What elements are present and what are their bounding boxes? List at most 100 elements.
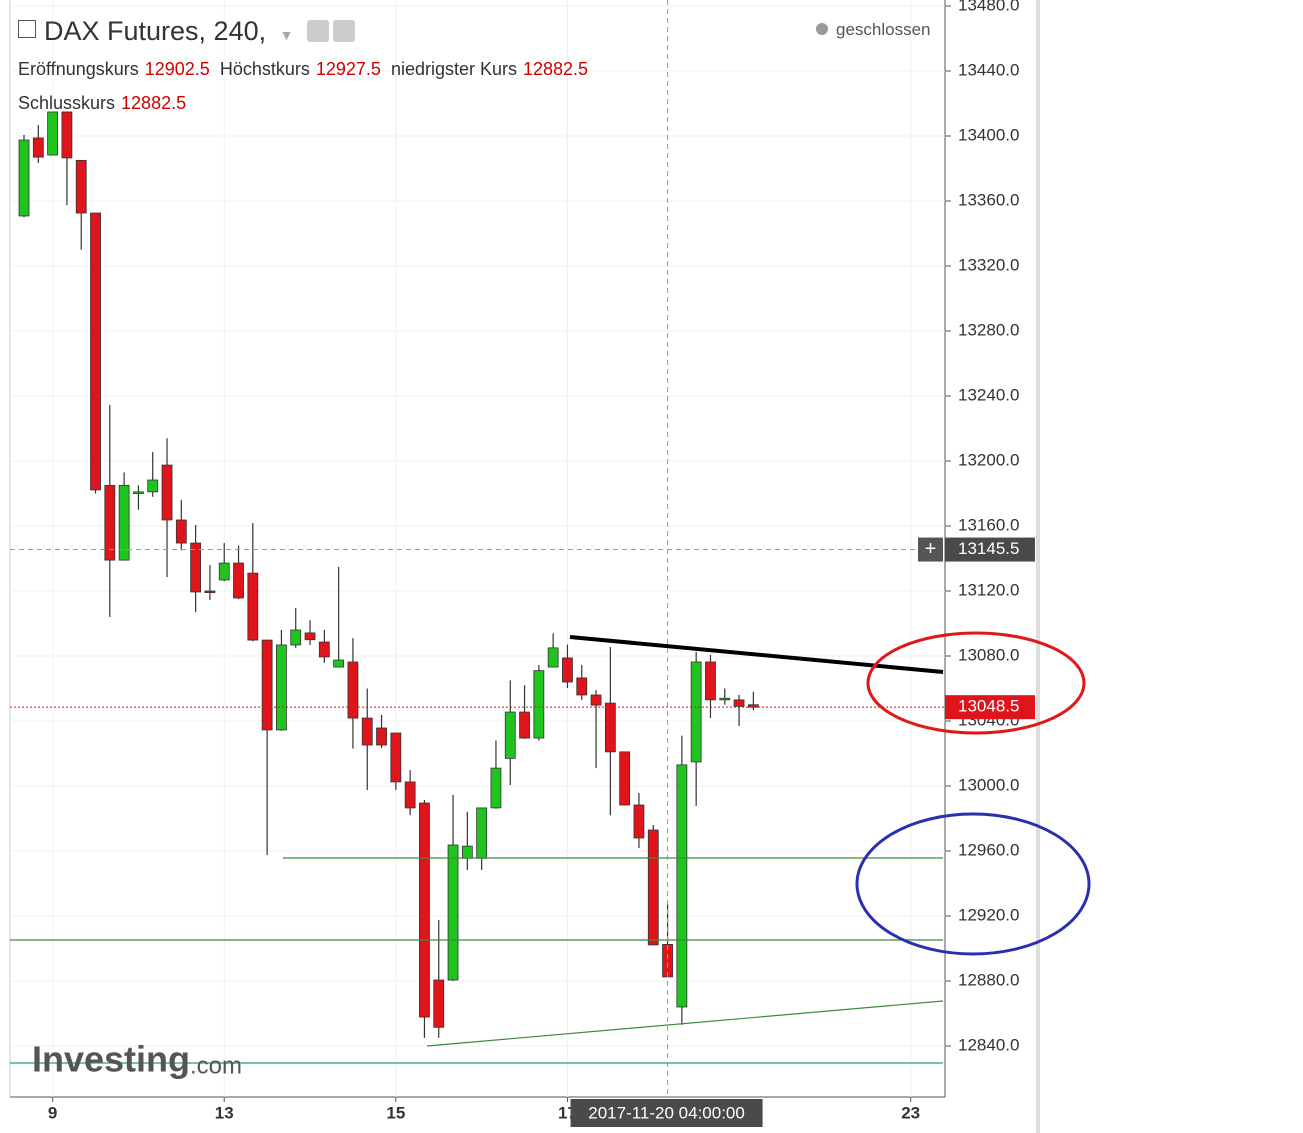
header: DAX Futures, 240, ▼ — [18, 14, 598, 52]
candle-body — [361, 717, 373, 746]
crosshair-price-label: 13145.5 — [958, 539, 1019, 558]
candle-body — [461, 845, 473, 859]
y-tick-label: 13200.0 — [958, 450, 1019, 469]
candle-body — [690, 661, 702, 763]
y-tick-label: 12960.0 — [958, 840, 1019, 859]
candle-body — [233, 562, 244, 599]
candle-body — [333, 659, 345, 668]
y-tick-label: 13160.0 — [958, 515, 1019, 534]
candle-body — [47, 111, 59, 156]
trend-line — [426, 1000, 944, 1047]
crosshair-time-label: 2017-11-20 04:00:00 — [588, 1103, 745, 1122]
candle-body — [161, 464, 173, 521]
candle-body — [419, 802, 430, 1018]
y-tick-label: 13120.0 — [958, 580, 1019, 599]
ohlc-value: 12902.5 — [144, 59, 210, 79]
candle-body — [476, 807, 488, 859]
market-status: geschlossen — [816, 20, 931, 40]
candle-body — [218, 562, 230, 581]
candle-body — [104, 484, 116, 561]
candle-body — [75, 159, 87, 214]
y-tick-label: 13280.0 — [958, 320, 1019, 339]
legend: DAX Futures, 240, ▼ Eröffnungskurs 12902.… — [18, 14, 598, 120]
candle-body — [547, 647, 559, 668]
candle-body — [404, 781, 416, 809]
candle-body — [633, 804, 645, 839]
status-dot — [816, 23, 828, 35]
ohlc-label: niedrigster Kurs — [390, 59, 517, 79]
candle-body — [133, 491, 144, 494]
candle-body — [247, 572, 259, 641]
candle-body — [390, 732, 402, 783]
y-tick-label: 13240.0 — [958, 385, 1019, 404]
ohlc-label: Höchstkurs — [219, 59, 310, 79]
candle-body — [647, 829, 659, 946]
candle-body — [204, 590, 216, 594]
y-tick-label: 13360.0 — [958, 190, 1019, 209]
candle-body — [604, 702, 616, 753]
menu-arrow[interactable]: ▼ — [279, 27, 294, 43]
y-tick-label: 12840.0 — [958, 1035, 1019, 1054]
candle-body — [590, 694, 602, 706]
y-tick-label: 13320.0 — [958, 255, 1019, 274]
x-tick-label: 23 — [901, 1103, 920, 1122]
highlight-ellipse — [855, 812, 1091, 956]
candle-body — [490, 767, 502, 809]
candle-body — [747, 704, 759, 708]
brand-logo: Investing — [32, 1039, 190, 1080]
candle-body — [118, 484, 130, 561]
candle-body — [533, 670, 545, 739]
candle-body — [619, 751, 631, 806]
brand-logo: .com — [190, 1052, 242, 1079]
candle-body — [347, 661, 359, 719]
last-price-label: 13048.5 — [958, 697, 1019, 716]
candle-body — [190, 542, 202, 593]
highlight-ellipse — [866, 631, 1086, 735]
trend-line — [569, 635, 944, 674]
candle-body — [32, 137, 44, 158]
ohlc-value: 12882.5 — [523, 59, 589, 79]
crosshair-time-box — [570, 1099, 763, 1127]
candle-body — [147, 479, 159, 493]
x-tick-label: 15 — [386, 1103, 405, 1122]
candle-body — [676, 764, 688, 1008]
y-tick-label: 12880.0 — [958, 970, 1019, 989]
candle-body — [304, 632, 316, 641]
candle-body — [318, 641, 330, 658]
x-tick-label: 9 — [48, 1103, 57, 1122]
y-tick-label: 13080.0 — [958, 645, 1019, 664]
y-tick-label: 12920.0 — [958, 905, 1019, 924]
chart-title: DAX Futures, 240, — [44, 16, 267, 46]
y-tick-label: 13400.0 — [958, 125, 1019, 144]
price-axis — [945, 0, 1035, 1133]
candle-body — [733, 699, 745, 707]
drawings — [10, 631, 1091, 1064]
candle-body — [447, 844, 459, 981]
candle-body — [276, 644, 287, 731]
settings-button[interactable] — [333, 20, 356, 42]
crosshair-add-button[interactable] — [918, 537, 943, 562]
y-tick-label: 13480.0 — [958, 0, 1019, 14]
visibility-button[interactable] — [307, 20, 330, 42]
status-text: geschlossen — [836, 20, 931, 39]
candle-body — [562, 657, 573, 683]
candle-body — [90, 212, 101, 491]
y-tick-label: 13000.0 — [958, 775, 1019, 794]
candle-body — [576, 677, 588, 696]
candle-body — [504, 711, 516, 759]
candle-body — [705, 661, 716, 701]
ohlc-value: 12927.5 — [315, 59, 381, 79]
collapse-button[interactable] — [18, 20, 36, 38]
candle-body — [376, 727, 387, 746]
candle-body — [433, 979, 445, 1028]
ohlc-value: 12882.5 — [121, 93, 187, 113]
candle-body — [18, 139, 30, 217]
crosshair-price-box — [945, 537, 1035, 562]
candle-body — [519, 711, 530, 739]
y-tick-label: 13440.0 — [958, 60, 1019, 79]
last-price-box — [945, 695, 1035, 720]
crosshair-add-icon: + — [925, 538, 937, 560]
x-tick-label: 13 — [215, 1103, 234, 1122]
